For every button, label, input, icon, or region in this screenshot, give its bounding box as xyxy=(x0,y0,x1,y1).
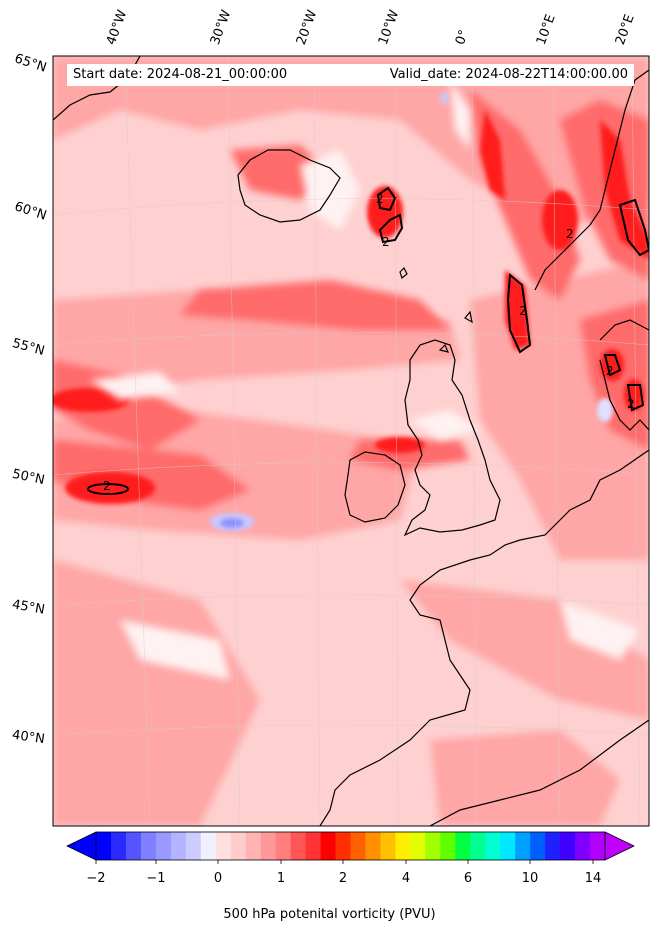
colorbar-cell xyxy=(200,832,217,860)
contour-label: 2 xyxy=(382,235,390,249)
info-bar: Start date: 2024-08-21_00:00:00 Valid_da… xyxy=(67,64,634,86)
colorbar-tick-label: −2 xyxy=(86,871,106,886)
colorbar-cell xyxy=(155,832,172,860)
colorbar-cell xyxy=(365,832,381,860)
colorbar-cell xyxy=(170,832,187,860)
contour-label: 2 xyxy=(103,479,111,493)
colorbar-tick-label: 1 xyxy=(276,871,286,886)
colorbar xyxy=(66,831,635,864)
colorbar-cell xyxy=(470,832,486,860)
colorbar-cell xyxy=(230,832,247,860)
graticule xyxy=(53,56,649,826)
colorbar-cell xyxy=(185,832,202,860)
colorbar-cell xyxy=(515,832,531,860)
field-medium xyxy=(53,56,649,826)
contour-label: 2 xyxy=(376,192,384,206)
colorbar-cell xyxy=(140,832,157,860)
contours-2pvu xyxy=(87,186,649,495)
colorbar-cell xyxy=(410,832,426,860)
colorbar-tick-label: −1 xyxy=(146,871,166,886)
colorbar-tick-label: 6 xyxy=(463,871,473,886)
colorbar-cell xyxy=(275,832,292,860)
colorbar-tick-label: 14 xyxy=(584,871,602,886)
pv-field: 2 2 2 2 2 2 2 xyxy=(53,56,649,826)
colorbar-cells xyxy=(96,832,606,860)
contour-label: 2 xyxy=(606,364,614,378)
contour-labels: 2 2 2 2 2 2 2 xyxy=(103,192,635,493)
colorbar-ticks xyxy=(95,860,594,864)
colorbar-cell xyxy=(350,832,366,860)
colorbar-tick-label: 4 xyxy=(401,871,411,886)
colorbar-cell xyxy=(380,832,396,860)
colorbar-cell xyxy=(96,832,112,860)
start-date-label: Start date: 2024-08-21_00:00:00 xyxy=(73,67,288,82)
colorbar-cell xyxy=(485,832,501,860)
colorbar-cell xyxy=(110,832,127,860)
colorbar-cell xyxy=(260,832,277,860)
colorbar-title: 500 hPa potenital vorticity (PVU) xyxy=(223,907,436,922)
colorbar-cell xyxy=(320,832,337,860)
colorbar-cell xyxy=(440,832,456,860)
colorbar-cell xyxy=(335,832,351,860)
colorbar-tick-label: 0 xyxy=(213,871,223,886)
contour-label: 2 xyxy=(566,227,574,241)
colorbar-cell xyxy=(530,832,546,860)
contour-label: 2 xyxy=(627,397,635,411)
valid-date-label: Valid_date: 2024-08-22T14:00:00.00 xyxy=(389,67,628,82)
colorbar-tick-label: 2 xyxy=(338,871,348,886)
coastlines xyxy=(53,56,649,826)
colorbar-cell xyxy=(500,832,516,860)
colorbar-cell xyxy=(290,832,307,860)
colorbar-cell xyxy=(215,832,232,860)
colorbar-cell xyxy=(245,832,262,860)
contour-label: 2 xyxy=(519,304,527,318)
colorbar-cell xyxy=(125,832,142,860)
plot-frame xyxy=(52,55,650,827)
field-peak xyxy=(53,110,649,504)
field-negative xyxy=(210,92,613,531)
colorbar-cell xyxy=(425,832,441,860)
colorbar-cell xyxy=(395,832,411,860)
colorbar-cell xyxy=(455,832,471,860)
colorbar-cell xyxy=(560,832,576,860)
colorbar-max-arrow xyxy=(604,831,635,861)
colorbar-cell xyxy=(575,832,591,860)
colorbar-cell xyxy=(305,832,322,860)
colorbar-min-arrow xyxy=(66,831,97,861)
colorbar-cell xyxy=(545,832,561,860)
colorbar-cell xyxy=(590,832,606,860)
colorbar-tick-label: 10 xyxy=(521,871,539,886)
